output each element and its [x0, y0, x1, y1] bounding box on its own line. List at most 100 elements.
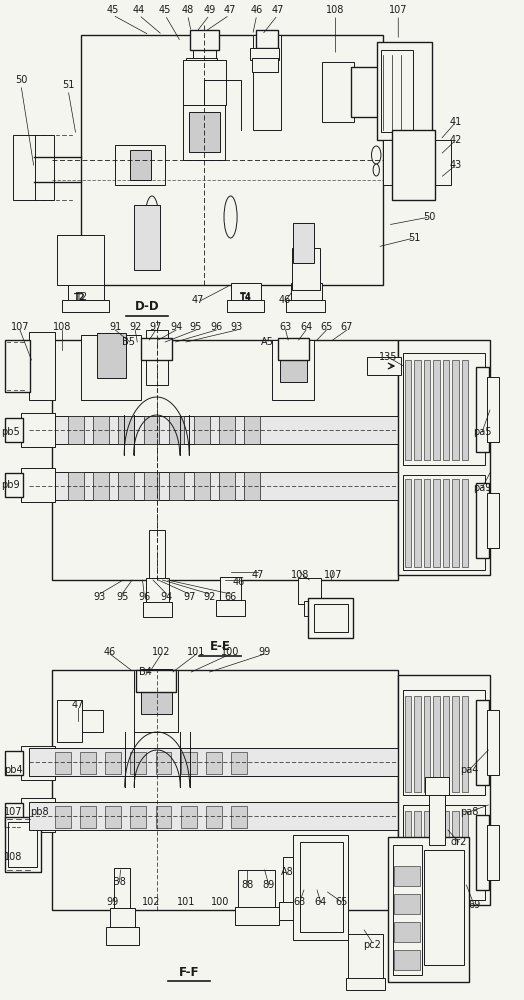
Bar — [110, 908, 135, 930]
Bar — [487, 825, 499, 880]
Bar — [80, 806, 96, 828]
Bar — [186, 80, 220, 95]
Text: 95: 95 — [190, 322, 202, 332]
Text: 108: 108 — [4, 852, 23, 862]
Bar — [452, 479, 458, 567]
Text: 42: 42 — [450, 135, 462, 145]
Text: 97: 97 — [183, 592, 195, 602]
Text: 100: 100 — [221, 647, 240, 657]
Text: pb9: pb9 — [1, 480, 20, 490]
Bar — [394, 866, 420, 886]
Text: B5: B5 — [122, 337, 135, 347]
Bar — [8, 822, 37, 867]
Bar — [462, 811, 468, 897]
Bar — [231, 283, 261, 303]
Text: 92: 92 — [129, 322, 141, 332]
Text: 88: 88 — [241, 880, 254, 890]
Bar — [424, 696, 430, 792]
Text: T4: T4 — [240, 292, 252, 302]
Text: 107: 107 — [4, 807, 23, 817]
Bar — [21, 468, 55, 502]
Bar — [300, 842, 343, 932]
Bar — [97, 333, 126, 378]
Bar — [443, 479, 449, 567]
Bar — [278, 338, 309, 360]
Text: 63: 63 — [293, 897, 306, 907]
Bar — [141, 669, 172, 714]
Bar — [105, 752, 121, 774]
Bar — [405, 360, 411, 460]
Bar — [476, 483, 489, 558]
Bar — [105, 806, 121, 828]
Bar — [298, 578, 321, 604]
Text: 67: 67 — [341, 322, 353, 332]
Bar — [414, 696, 421, 792]
Bar — [93, 472, 109, 500]
Bar — [5, 751, 23, 775]
Bar — [5, 418, 23, 442]
Text: 96: 96 — [210, 322, 223, 332]
Text: 135: 135 — [378, 352, 397, 362]
Bar — [388, 837, 469, 982]
Bar — [487, 710, 499, 775]
Text: T4: T4 — [239, 292, 251, 302]
Text: 47: 47 — [252, 570, 264, 580]
Bar — [392, 130, 435, 200]
Ellipse shape — [224, 196, 237, 238]
Bar — [398, 675, 490, 905]
Bar — [476, 367, 489, 452]
Bar — [348, 934, 383, 982]
Bar — [189, 112, 220, 152]
Text: 46: 46 — [250, 5, 263, 15]
Bar — [424, 811, 430, 897]
Bar — [272, 340, 314, 400]
Bar — [346, 978, 385, 990]
Bar — [487, 493, 499, 548]
Text: pa8: pa8 — [460, 807, 478, 817]
Bar — [68, 284, 104, 302]
Text: 50: 50 — [15, 75, 27, 85]
Text: 99: 99 — [258, 647, 271, 657]
Bar — [403, 805, 485, 900]
Bar — [219, 416, 235, 444]
Bar — [183, 60, 226, 105]
Text: 46: 46 — [278, 295, 291, 305]
Bar — [476, 700, 489, 785]
Text: pb5: pb5 — [1, 427, 20, 437]
Text: T2: T2 — [74, 292, 86, 302]
Bar — [181, 752, 196, 774]
Bar — [279, 902, 308, 920]
Bar — [304, 601, 335, 616]
Text: 63: 63 — [279, 322, 292, 332]
Text: 102: 102 — [152, 647, 171, 657]
Bar — [106, 927, 139, 945]
Bar — [256, 30, 278, 48]
Text: 45: 45 — [106, 5, 119, 15]
Bar — [219, 472, 235, 500]
Text: A5: A5 — [261, 337, 274, 347]
Text: B8: B8 — [113, 877, 126, 887]
Bar — [405, 479, 411, 567]
Text: 66: 66 — [224, 592, 237, 602]
Bar — [29, 416, 401, 444]
Bar — [21, 798, 55, 832]
Text: 43: 43 — [450, 160, 462, 170]
Bar — [414, 360, 421, 460]
Bar — [452, 360, 458, 460]
Text: 41: 41 — [450, 117, 462, 127]
Text: 65: 65 — [320, 322, 333, 332]
Text: 108: 108 — [326, 5, 345, 15]
Bar — [452, 696, 458, 792]
Bar — [21, 746, 55, 780]
Bar — [462, 479, 468, 567]
Bar — [134, 670, 178, 732]
Text: 97: 97 — [149, 322, 162, 332]
Bar — [21, 413, 55, 447]
Bar — [194, 472, 210, 500]
Bar — [130, 806, 146, 828]
Text: 108: 108 — [52, 322, 71, 332]
Bar — [462, 696, 468, 792]
Text: 65: 65 — [335, 897, 348, 907]
Bar — [93, 416, 109, 444]
Bar — [55, 806, 71, 828]
